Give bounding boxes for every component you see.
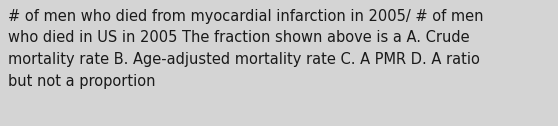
Text: # of men who died from myocardial infarction in 2005/ # of men
who died in US in: # of men who died from myocardial infarc… [8, 9, 484, 89]
